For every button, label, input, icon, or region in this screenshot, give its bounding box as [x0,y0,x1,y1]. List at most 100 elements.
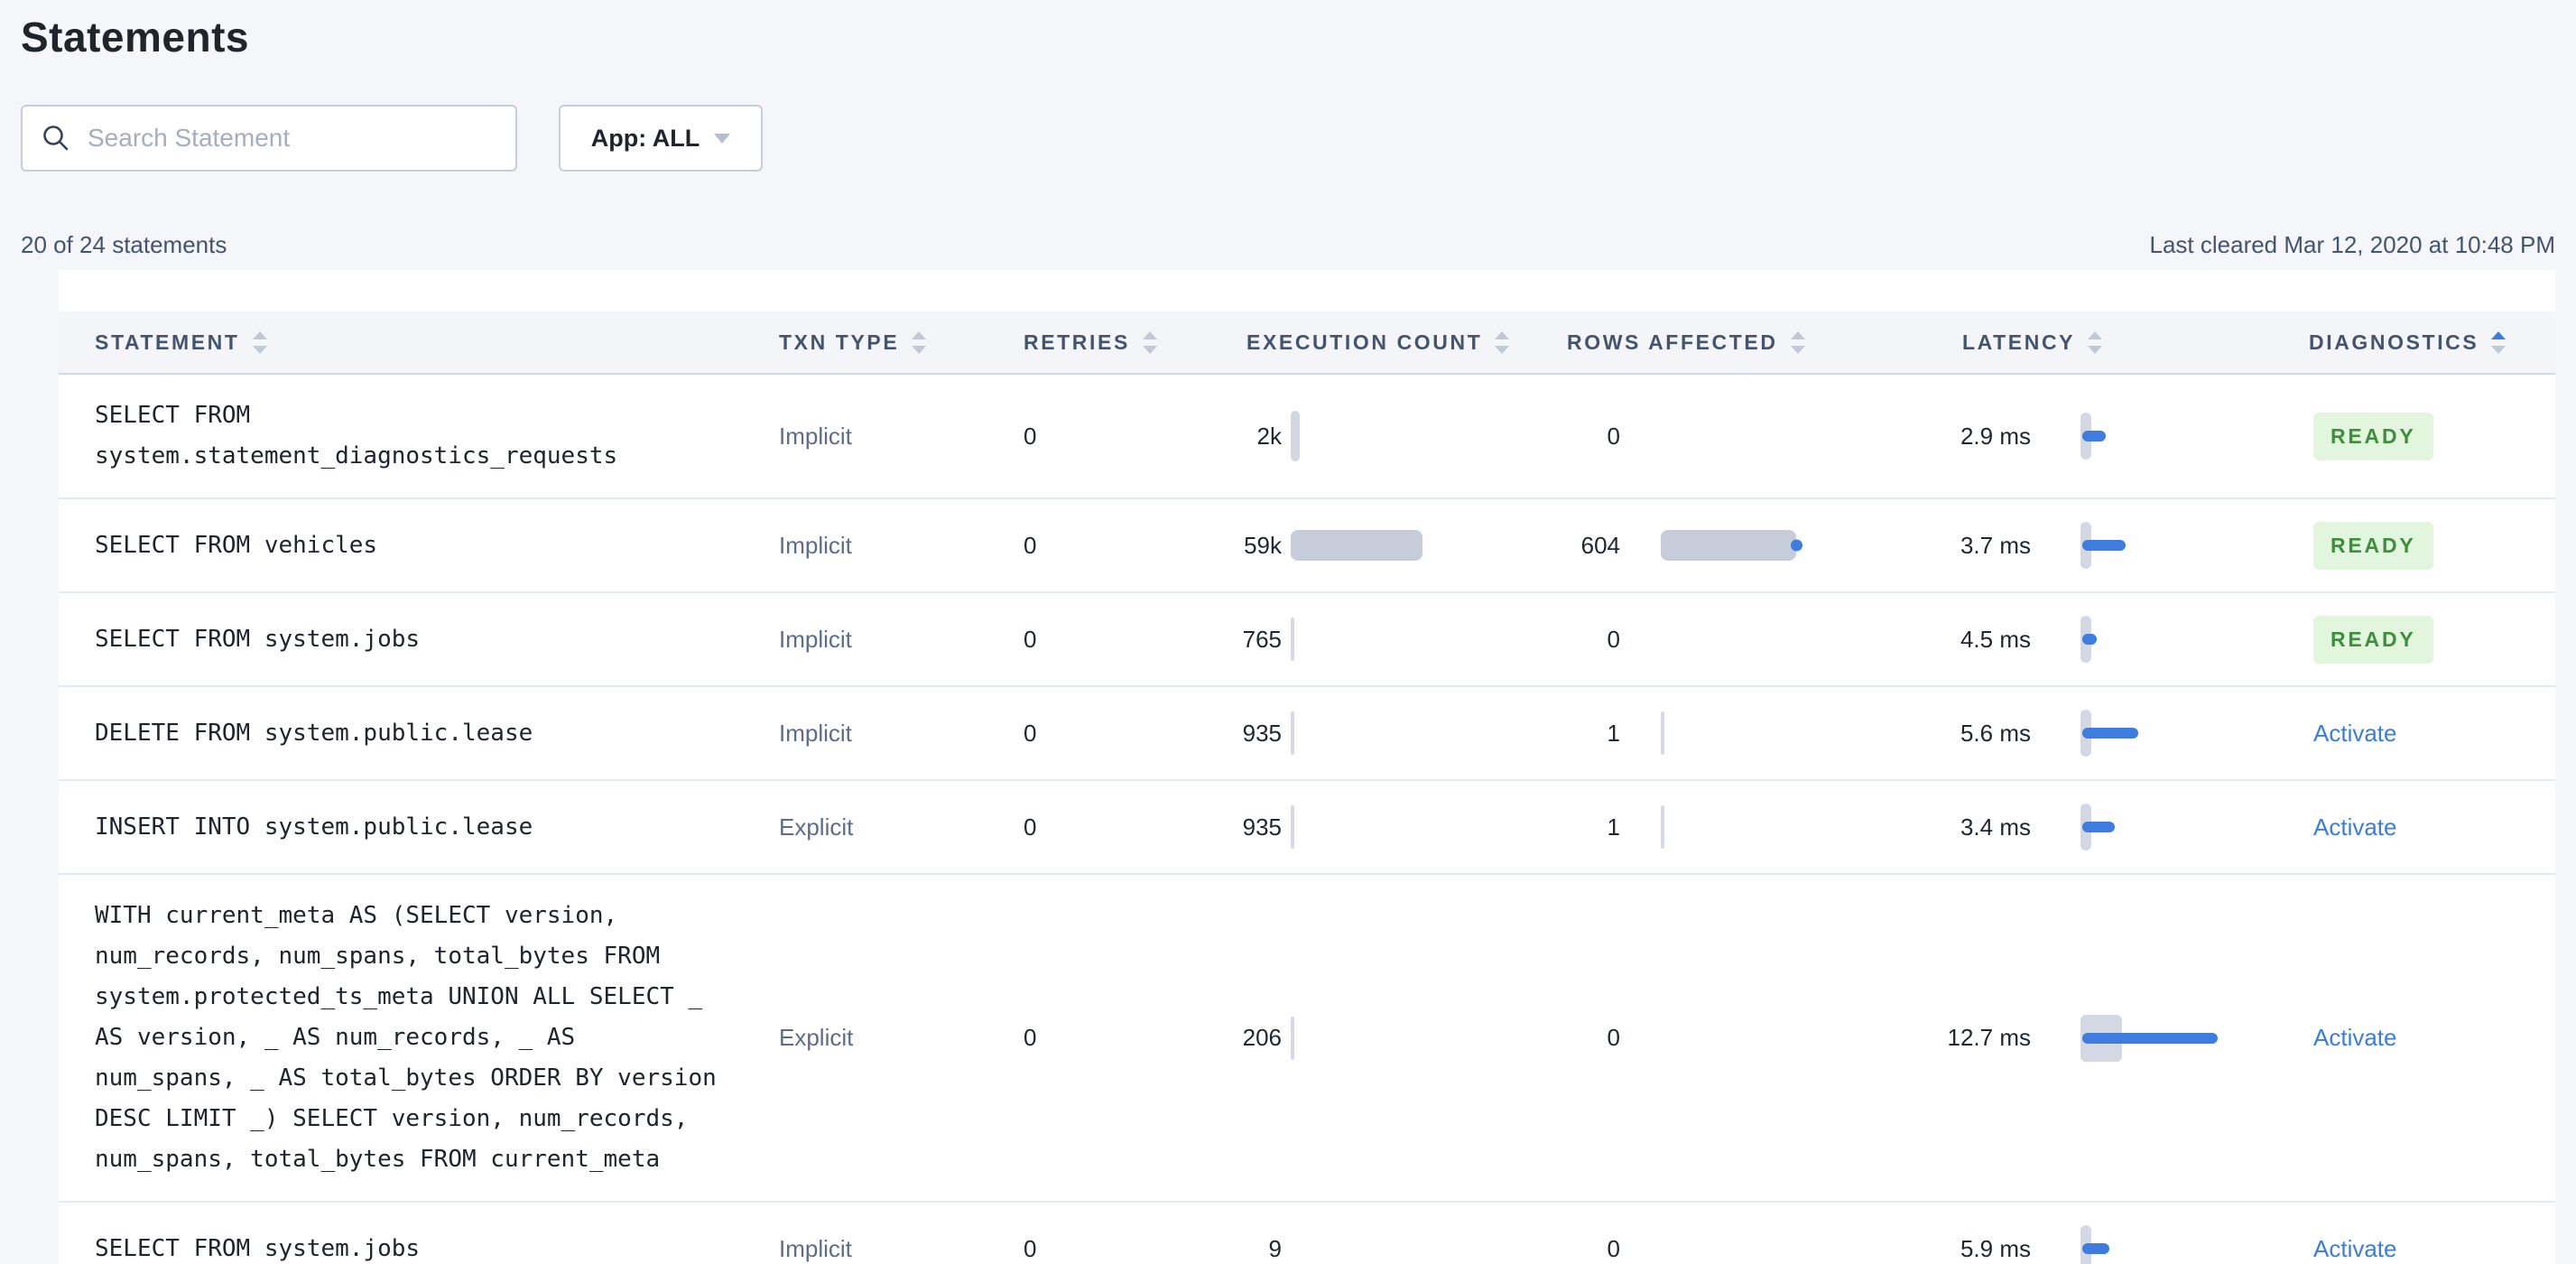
statement-text[interactable]: INSERT INTO system.public.lease [95,813,533,841]
sort-arrows-icon[interactable] [912,330,927,354]
column-header-label: LATENCY [1962,330,2076,354]
statement-text[interactable]: WITH current_meta AS (SELECT version, nu… [95,902,717,1173]
txn-type-cell: Implicit [772,626,1018,654]
latency-cell: 12.7 ms [1891,1013,2243,1064]
controls-bar: App: ALL [21,105,2576,172]
diagnostics-ready-badge[interactable]: READY [2313,521,2433,570]
latency-value: 4.5 ms [1960,625,2031,653]
statement-text[interactable]: DELETE FROM system.public.lease [95,719,533,747]
retries-cell: 0 [1018,626,1232,654]
rows-affected-value: 604 [1580,531,1620,559]
execution-count-bar [1291,411,1552,461]
retries-cell: 0 [1018,720,1232,748]
statement-text[interactable]: SELECT FROM system.jobs [95,1234,421,1262]
table-row: SELECT FROM vehicles Implicit 0 59k 604 … [59,499,2555,593]
rows-affected-bar [1661,708,1891,758]
statement-text[interactable]: SELECT FROM system.statement_diagnostics… [95,402,618,469]
rows-affected-bar [1661,520,1891,571]
latency-bar [2080,614,2238,665]
column-header-label: ROWS AFFECTED [1567,330,1778,354]
rows-affected-cell: 1 [1552,708,1891,758]
column-header-diagnostics[interactable]: DIAGNOSTICS [2238,330,2555,355]
table-row: INSERT INTO system.public.lease Explicit… [59,781,2555,875]
statement-cell[interactable]: DELETE FROM system.public.lease [59,713,772,754]
execution-count-value: 935 [1242,813,1282,841]
txn-type-cell: Implicit [772,1235,1018,1263]
txn-type-value: Implicit [779,1234,852,1262]
retries-cell: 0 [1018,1235,1232,1263]
retries-value: 0 [1024,719,1037,747]
sort-arrows-icon[interactable] [2491,330,2507,354]
sort-arrows-icon[interactable] [2088,330,2103,354]
column-header-retries[interactable]: RETRIES [1018,330,1232,355]
statement-cell[interactable]: INSERT INTO system.public.lease [59,807,772,848]
rows-affected-bar [1661,1223,1891,1264]
diagnostics-cell: Activate [2243,813,2555,841]
retries-cell: 0 [1018,532,1232,560]
table-body: SELECT FROM system.statement_diagnostics… [59,375,2555,1264]
sort-arrows-icon[interactable] [1790,330,1805,354]
execution-count-cell: 9 [1232,1223,1552,1264]
statement-text[interactable]: SELECT FROM system.jobs [95,625,421,653]
activate-diagnostics-link[interactable]: Activate [2313,1234,2397,1262]
table-row: DELETE FROM system.public.lease Implicit… [59,687,2555,781]
txn-type-value: Implicit [779,625,852,653]
statement-cell[interactable]: SELECT FROM vehicles [59,525,772,566]
execution-count-bar [1291,520,1552,571]
latency-value: 3.4 ms [1960,813,2031,841]
execution-count-bar [1291,614,1552,665]
txn-type-value: Implicit [779,719,852,747]
app-filter-dropdown[interactable]: App: ALL [559,105,763,172]
statements-table-card: STATEMENT TXN TYPE RETRIES EXECUTION COUNT R… [59,270,2555,1264]
rows-affected-value: 0 [1607,1234,1620,1262]
column-header-txn-type[interactable]: TXN TYPE [772,330,1018,355]
rows-affected-cell: 604 [1552,520,1891,571]
search-icon [43,125,69,151]
execution-count-value: 765 [1242,625,1282,653]
rows-affected-bar [1661,802,1891,852]
activate-diagnostics-link[interactable]: Activate [2313,1024,2397,1051]
latency-bar [2080,802,2238,852]
table-row: SELECT FROM system.statement_diagnostics… [59,375,2555,499]
rows-affected-value: 0 [1607,1024,1620,1051]
txn-type-value: Implicit [779,531,852,559]
latency-bar [2080,1013,2238,1064]
column-header-latency[interactable]: LATENCY [1886,330,2238,355]
txn-type-cell: Explicit [772,1024,1018,1052]
sort-arrows-icon[interactable] [1142,330,1157,354]
latency-value: 12.7 ms [1947,1024,2032,1051]
statement-text[interactable]: SELECT FROM vehicles [95,531,378,559]
diagnostics-ready-badge[interactable]: READY [2313,412,2433,460]
activate-diagnostics-link[interactable]: Activate [2313,719,2397,747]
chevron-down-icon [714,133,731,144]
execution-count-bar [1291,1223,1552,1264]
txn-type-cell: Explicit [772,813,1018,841]
rows-affected-value: 1 [1607,813,1620,841]
column-header-statement[interactable]: STATEMENT [59,330,772,355]
retries-value: 0 [1024,1024,1037,1051]
diagnostics-cell: Activate [2243,1024,2555,1052]
rows-affected-cell: 0 [1552,1223,1891,1264]
statement-cell[interactable]: WITH current_meta AS (SELECT version, nu… [59,896,772,1180]
latency-bar [2080,520,2238,571]
search-input[interactable] [88,124,497,153]
statement-cell[interactable]: SELECT FROM system.statement_diagnostics… [59,395,772,477]
diagnostics-ready-badge[interactable]: READY [2313,615,2433,664]
statements-count: 20 of 24 statements [21,231,227,258]
rows-affected-cell: 1 [1552,802,1891,852]
statement-cell[interactable]: SELECT FROM system.jobs [59,1229,772,1264]
column-header-execution-count[interactable]: EXECUTION COUNT [1232,330,1552,355]
statement-cell[interactable]: SELECT FROM system.jobs [59,619,772,660]
column-header-rows-affected[interactable]: ROWS AFFECTED [1552,330,1886,355]
activate-diagnostics-link[interactable]: Activate [2313,813,2397,841]
search-statement-box[interactable] [21,105,517,172]
latency-cell: 3.7 ms [1891,520,2243,571]
latency-cell: 3.4 ms [1891,802,2243,852]
latency-cell: 5.6 ms [1891,708,2243,758]
rows-affected-value: 1 [1607,719,1620,747]
execution-count-value: 935 [1242,719,1282,747]
sort-arrows-icon[interactable] [1495,330,1510,354]
rows-affected-value: 0 [1607,625,1620,653]
latency-cell: 4.5 ms [1891,614,2243,665]
sort-arrows-icon[interactable] [252,330,267,354]
